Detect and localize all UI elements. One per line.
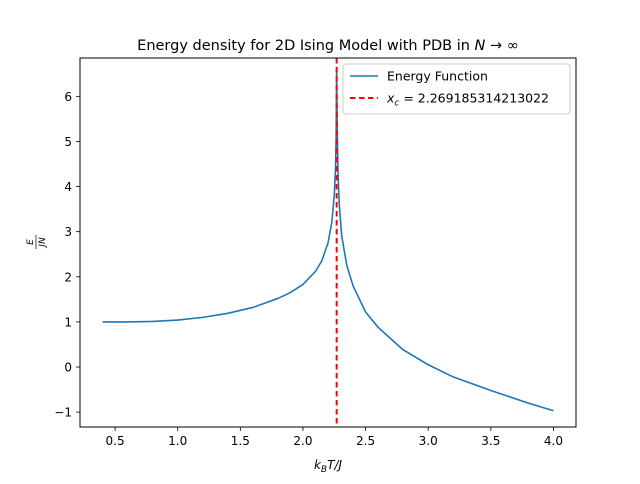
y-tick-label: 0 [64,361,72,375]
axis-ticks: 0.5 1.0 1.5 2.0 2.5 3.0 3.5 4.0 −1 0 1 2 3 4 5 6 [54,90,563,448]
y-tick-label: 6 [64,90,72,104]
legend-label-critical-temperature: xc = 2.269185314213022 [386,91,549,109]
x-tick-label: 2.5 [356,434,375,448]
plot-area [102,58,554,427]
x-tick-label: 1.5 [231,434,250,448]
legend: Energy Function xc = 2.269185314213022 [342,63,571,115]
x-tick-label: 0.5 [106,434,125,448]
y-axis-label-numerator: E [26,239,36,245]
y-tick-label: −1 [54,406,72,420]
y-tick-label: 2 [64,270,72,284]
axes-frame [79,57,577,428]
y-tick-label: 4 [64,180,72,194]
x-tick-label: 3.5 [481,434,500,448]
y-axis-label-denominator: JN [38,237,48,249]
y-tick-label: 3 [64,225,72,239]
y-tick-label: 1 [64,315,72,329]
x-tick-label: 2.0 [293,434,312,448]
legend-box [342,63,571,115]
y-axis-label: E JN [26,235,48,249]
chart-title: Energy density for 2D Ising Model with P… [137,38,519,54]
x-axis-label: kBT/J [314,458,343,475]
x-tick-label: 4.0 [544,434,563,448]
legend-label-energy-function: Energy Function [387,69,488,84]
x-tick-label: 1.0 [168,434,187,448]
x-tick-label: 3.0 [419,434,438,448]
y-tick-label: 5 [64,135,72,149]
